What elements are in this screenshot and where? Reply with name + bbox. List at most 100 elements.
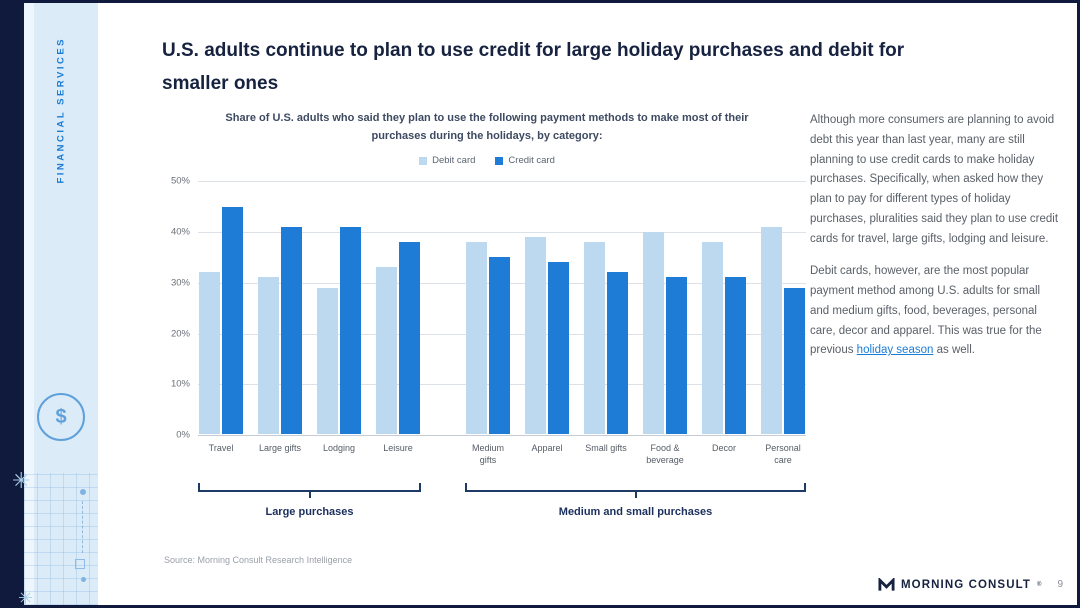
credit-card-bar	[666, 277, 687, 435]
x-axis-label: Food & beverage	[646, 443, 684, 466]
labels-row: Travel Large gifts Lodging Leisure Medium gi…	[198, 442, 812, 466]
bar-group	[257, 181, 303, 435]
gridline	[198, 435, 806, 437]
bar-group	[375, 181, 421, 435]
bracket-shape	[198, 482, 421, 492]
plot-wrap: 50% 40% 30% 20% 10% 0%	[171, 176, 806, 441]
bar-group	[524, 181, 570, 435]
holiday-season-link[interactable]: holiday season	[856, 344, 934, 357]
group-bracket-large: Large purchases	[198, 482, 421, 518]
x-axis-label: Travel	[208, 443, 234, 454]
square-ornament	[75, 559, 85, 569]
x-axis-label: Apparel	[531, 443, 563, 454]
x-axis-label: Leisure	[383, 443, 413, 454]
credit-card-bar	[548, 262, 569, 435]
credit-card-bar	[340, 226, 361, 435]
bar-group	[760, 181, 806, 435]
credit-card-bar	[607, 272, 628, 435]
commentary-paragraph-2-tail: as well.	[933, 344, 975, 357]
bars-row	[198, 181, 806, 435]
bracket-tick	[634, 491, 637, 498]
debit-card-bar	[317, 287, 338, 435]
credit-card-bar	[784, 287, 805, 435]
y-tick-label: 20%	[170, 328, 190, 340]
commentary-paragraph-2: Debit cards, however, are the most popul…	[810, 262, 1060, 361]
debit-card-bar	[466, 242, 487, 435]
dollar-icon: $	[37, 393, 85, 441]
main-content: U.S. adults continue to plan to use cred…	[98, 3, 1077, 605]
x-axis-label: Large gifts	[258, 443, 302, 454]
commentary-paragraph-2-text: Debit cards, however, are the most popul…	[810, 265, 1042, 357]
morning-consult-mark-icon	[878, 578, 895, 591]
credit-card-bar	[399, 242, 420, 435]
plot-area	[198, 181, 806, 437]
bar-group	[198, 181, 244, 435]
commentary: Although more consumers are planning to …	[810, 111, 1060, 374]
registered-mark: ®	[1037, 581, 1042, 588]
group-bracket-medium-small: Medium and small purchases	[465, 482, 806, 518]
debit-card-bar	[258, 277, 279, 435]
dot-ornament	[80, 489, 86, 495]
bar-group	[701, 181, 747, 435]
x-axis-label: Decor	[711, 443, 736, 454]
x-axis-label: Medium gifts	[471, 443, 504, 466]
debit-card-bar	[643, 231, 664, 435]
debit-card-bar	[702, 242, 723, 435]
group-spacer	[434, 442, 452, 466]
left-accent-strip	[3, 3, 24, 605]
gridline	[198, 181, 806, 183]
credit-card-bar	[281, 226, 302, 435]
x-axis-label: Personal care	[765, 443, 801, 466]
bar-group	[465, 181, 511, 435]
group-bracket-label: Medium and small purchases	[558, 505, 713, 518]
page-title: U.S. adults continue to plan to use cred…	[162, 40, 905, 94]
legend: Debit card Credit card	[162, 155, 812, 166]
bracket-gap	[421, 483, 465, 518]
section-label-vertical: FINANCIAL SERVICES	[55, 37, 67, 184]
credit-card-bar	[725, 277, 746, 435]
chart-subtitle: Share of U.S. adults who said they plan …	[225, 112, 749, 143]
y-tick-label: 0%	[176, 429, 190, 441]
bar-group	[642, 181, 688, 435]
credit-card-bar	[222, 206, 243, 435]
dot-ornament	[81, 577, 86, 582]
y-tick-label: 40%	[170, 226, 190, 238]
legend-item: Debit card	[419, 155, 475, 166]
source-note: Source: Morning Consult Research Intelli…	[164, 555, 353, 565]
debit-card-bar	[525, 236, 546, 435]
debit-card-bar	[376, 267, 397, 435]
snowflake-icon: ✳	[12, 468, 31, 493]
legend-swatch-icon	[419, 156, 428, 165]
legend-swatch-icon	[495, 156, 504, 165]
legend-label: Credit card	[508, 155, 555, 167]
chart: Share of U.S. adults who said they plan …	[162, 109, 812, 518]
dashed-line-ornament	[82, 501, 83, 553]
credit-card-bar	[489, 257, 510, 435]
commentary-paragraph-1: Although more consumers are planning to …	[810, 114, 1059, 245]
group-brackets: Large purchases Medium and small purchas…	[198, 482, 812, 518]
legend-item: Credit card	[495, 155, 555, 167]
snowflake-icon: ✳	[18, 588, 34, 608]
bar-group	[583, 181, 629, 435]
x-axis-label: Small gifts	[585, 443, 627, 454]
bracket-tick	[308, 491, 311, 498]
debit-card-bar	[761, 226, 782, 435]
legend-label: Debit card	[432, 155, 476, 167]
y-axis: 50% 40% 30% 20% 10% 0%	[162, 176, 190, 441]
bar-group	[316, 181, 362, 435]
gridline	[198, 232, 806, 234]
y-tick-label: 30%	[170, 277, 190, 289]
y-tick-label: 50%	[170, 175, 190, 187]
morning-consult-logo: MORNING CONSULT ®	[878, 578, 1041, 591]
debit-card-bar	[584, 242, 605, 435]
debit-card-bar	[199, 272, 220, 435]
y-tick-label: 10%	[170, 378, 190, 390]
sidebar: FINANCIAL SERVICES $	[24, 3, 98, 605]
footer: MORNING CONSULT ® 9	[878, 578, 1063, 591]
group-bracket-label: Large purchases	[265, 505, 354, 518]
bracket-shape	[465, 482, 806, 492]
brand-text: MORNING CONSULT	[901, 578, 1032, 591]
page-number: 9	[1057, 579, 1063, 590]
x-axis-label: Lodging	[322, 443, 356, 454]
